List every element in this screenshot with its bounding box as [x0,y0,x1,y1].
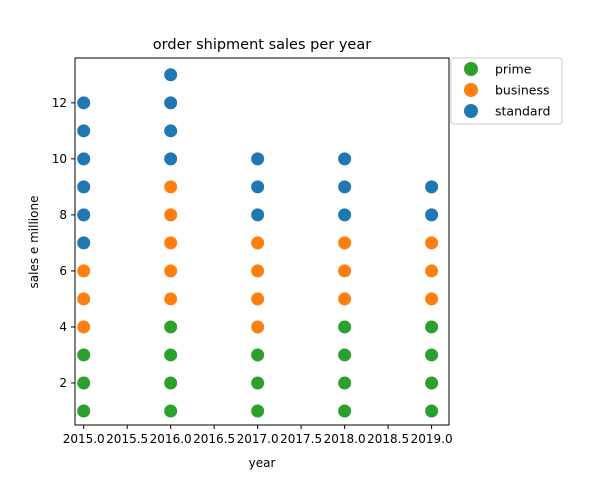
x-tick-label: 2016.0 [150,432,192,446]
y-tick-label: 10 [52,152,67,166]
point-standard-2018-9 [338,180,352,194]
point-standard-2015-11 [77,124,91,138]
x-tick-label: 2016.5 [193,432,235,446]
point-prime-2016-1 [164,404,178,418]
y-axis-label: sales e millione [27,196,41,289]
point-prime-2017-2 [251,376,265,390]
point-prime-2018-1 [338,404,352,418]
point-prime-2017-1 [251,404,265,418]
x-tick-label: 2018.5 [367,432,409,446]
point-business-2015-6 [77,264,91,278]
point-business-2017-4 [251,320,265,334]
point-business-2017-5 [251,292,265,306]
x-tick-label: 2015.0 [63,432,105,446]
point-prime-2019-2 [425,376,439,390]
point-standard-2015-12 [77,96,91,110]
point-business-2018-5 [338,292,352,306]
chart-title: order shipment sales per year [153,37,371,53]
y-axis-ticks: 2 4 6 8 10 12 [52,96,75,390]
x-tick-label: 2019.0 [411,432,453,446]
x-tick-label: 2017.5 [280,432,322,446]
points-layer [77,68,439,418]
point-standard-2016-13 [164,68,178,82]
point-prime-2017-3 [251,348,265,362]
point-prime-2016-2 [164,376,178,390]
point-business-2015-5 [77,292,91,306]
legend-label-standard: standard [495,104,550,119]
point-business-2016-5 [164,292,178,306]
legend-box [450,57,563,125]
point-standard-2016-11 [164,124,178,138]
point-standard-2017-8 [251,208,265,222]
x-axis-ticks: 2015.0 2015.5 2016.0 2016.5 2017.0 2017.5 2018… [63,425,453,446]
x-tick-label: 2018.0 [324,432,366,446]
y-tick-label: 12 [52,96,67,110]
point-business-2019-6 [425,264,439,278]
point-business-2016-7 [164,236,178,250]
point-prime-2018-2 [338,376,352,390]
legend-marker-business [464,83,478,97]
y-tick-label: 4 [59,320,67,334]
legend: prime business standard [450,57,563,125]
point-business-2016-6 [164,264,178,278]
point-business-2018-7 [338,236,352,250]
point-business-2016-9 [164,180,178,194]
point-prime-2019-3 [425,348,439,362]
point-standard-2015-7 [77,236,91,250]
point-prime-2016-3 [164,348,178,362]
legend-marker-standard [464,104,478,118]
y-tick-label: 8 [59,208,67,222]
point-business-2015-4 [77,320,91,334]
legend-label-business: business [495,83,549,98]
point-business-2017-7 [251,236,265,250]
y-tick-label: 6 [59,264,67,278]
point-standard-2018-10 [338,152,352,166]
legend-label-prime: prime [495,62,532,77]
point-prime-2015-3 [77,348,91,362]
point-standard-2018-8 [338,208,352,222]
point-prime-2019-4 [425,320,439,334]
point-prime-2015-1 [77,404,91,418]
y-tick-label: 2 [59,376,67,390]
x-tick-label: 2015.5 [106,432,148,446]
point-standard-2017-10 [251,152,265,166]
point-prime-2016-4 [164,320,178,334]
point-standard-2016-12 [164,96,178,110]
legend-marker-prime [464,62,478,76]
point-standard-2015-10 [77,152,91,166]
x-axis-label: year [249,456,276,470]
point-standard-2017-9 [251,180,265,194]
point-prime-2018-3 [338,348,352,362]
point-business-2018-6 [338,264,352,278]
point-prime-2019-1 [425,404,439,418]
point-business-2019-7 [425,236,439,250]
point-business-2019-5 [425,292,439,306]
point-business-2016-8 [164,208,178,222]
point-standard-2019-9 [425,180,439,194]
plot-frame [74,57,450,426]
x-tick-label: 2017.0 [237,432,279,446]
point-prime-2018-4 [338,320,352,334]
point-prime-2015-2 [77,376,91,390]
point-business-2017-6 [251,264,265,278]
point-standard-2015-9 [77,180,91,194]
point-standard-2019-8 [425,208,439,222]
point-standard-2015-8 [77,208,91,222]
point-standard-2016-10 [164,152,178,166]
